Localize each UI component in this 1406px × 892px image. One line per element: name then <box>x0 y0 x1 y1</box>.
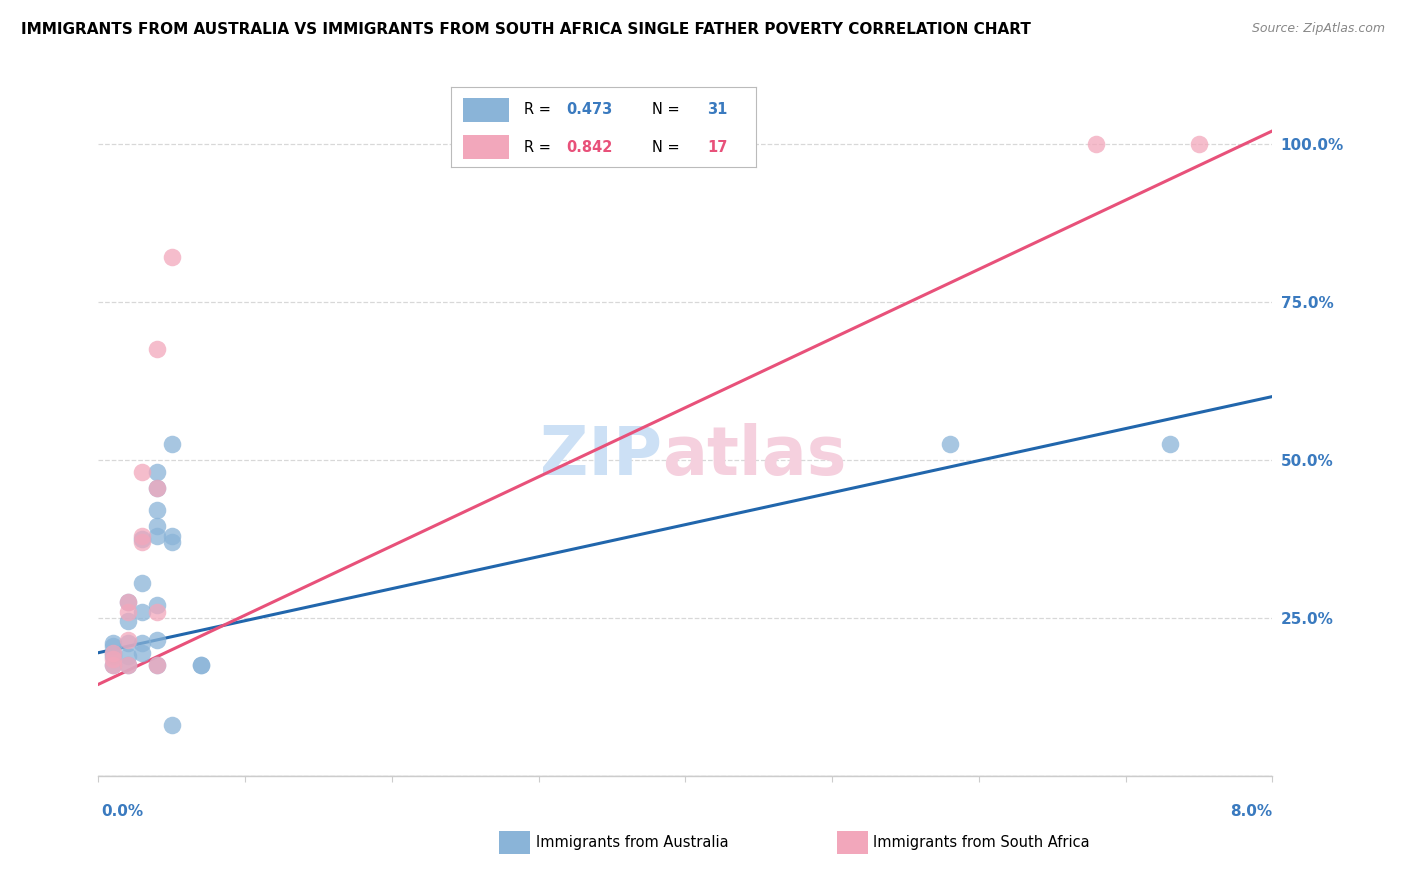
Point <box>131 636 153 650</box>
Text: Source: ZipAtlas.com: Source: ZipAtlas.com <box>1251 22 1385 36</box>
Point <box>146 633 169 648</box>
Point <box>160 718 183 732</box>
Point <box>146 503 169 517</box>
Text: 8.0%: 8.0% <box>1230 805 1272 819</box>
Point <box>146 599 169 613</box>
Point <box>146 519 169 533</box>
Point <box>160 437 183 451</box>
Point <box>190 658 212 673</box>
Point <box>131 576 153 591</box>
Point <box>101 640 124 654</box>
Point <box>117 595 139 609</box>
Point <box>117 658 139 673</box>
Point <box>1188 136 1211 151</box>
Point <box>117 614 139 628</box>
Point <box>146 605 169 619</box>
Point <box>131 605 153 619</box>
Text: Immigrants from South Africa: Immigrants from South Africa <box>873 836 1090 850</box>
Point <box>117 648 139 663</box>
Point <box>117 633 139 648</box>
Point <box>101 646 124 660</box>
Point <box>101 658 124 673</box>
Point <box>131 535 153 549</box>
Point <box>146 658 169 673</box>
Text: Immigrants from Australia: Immigrants from Australia <box>536 836 728 850</box>
Point <box>117 658 139 673</box>
Point <box>160 535 183 549</box>
Point <box>160 529 183 543</box>
Point <box>117 605 139 619</box>
Point <box>146 481 169 495</box>
Point <box>131 646 153 660</box>
Point <box>190 658 212 673</box>
Text: IMMIGRANTS FROM AUSTRALIA VS IMMIGRANTS FROM SOUTH AFRICA SINGLE FATHER POVERTY : IMMIGRANTS FROM AUSTRALIA VS IMMIGRANTS … <box>21 22 1031 37</box>
Point <box>146 529 169 543</box>
Point <box>1159 437 1181 451</box>
Point <box>938 437 960 451</box>
Point <box>131 529 153 543</box>
Point <box>131 466 153 480</box>
Point <box>101 658 124 673</box>
Point <box>146 481 169 495</box>
Point <box>131 532 153 546</box>
Point <box>101 646 124 660</box>
Point <box>101 648 124 663</box>
Point <box>117 636 139 650</box>
Point <box>146 658 169 673</box>
Point <box>1085 136 1108 151</box>
Point <box>101 652 124 666</box>
Text: ZIP: ZIP <box>540 423 662 489</box>
Text: atlas: atlas <box>662 423 846 489</box>
Point <box>117 595 139 609</box>
Point <box>101 636 124 650</box>
Point <box>160 251 183 265</box>
Text: 0.0%: 0.0% <box>101 805 143 819</box>
Point <box>146 466 169 480</box>
Point <box>146 342 169 356</box>
